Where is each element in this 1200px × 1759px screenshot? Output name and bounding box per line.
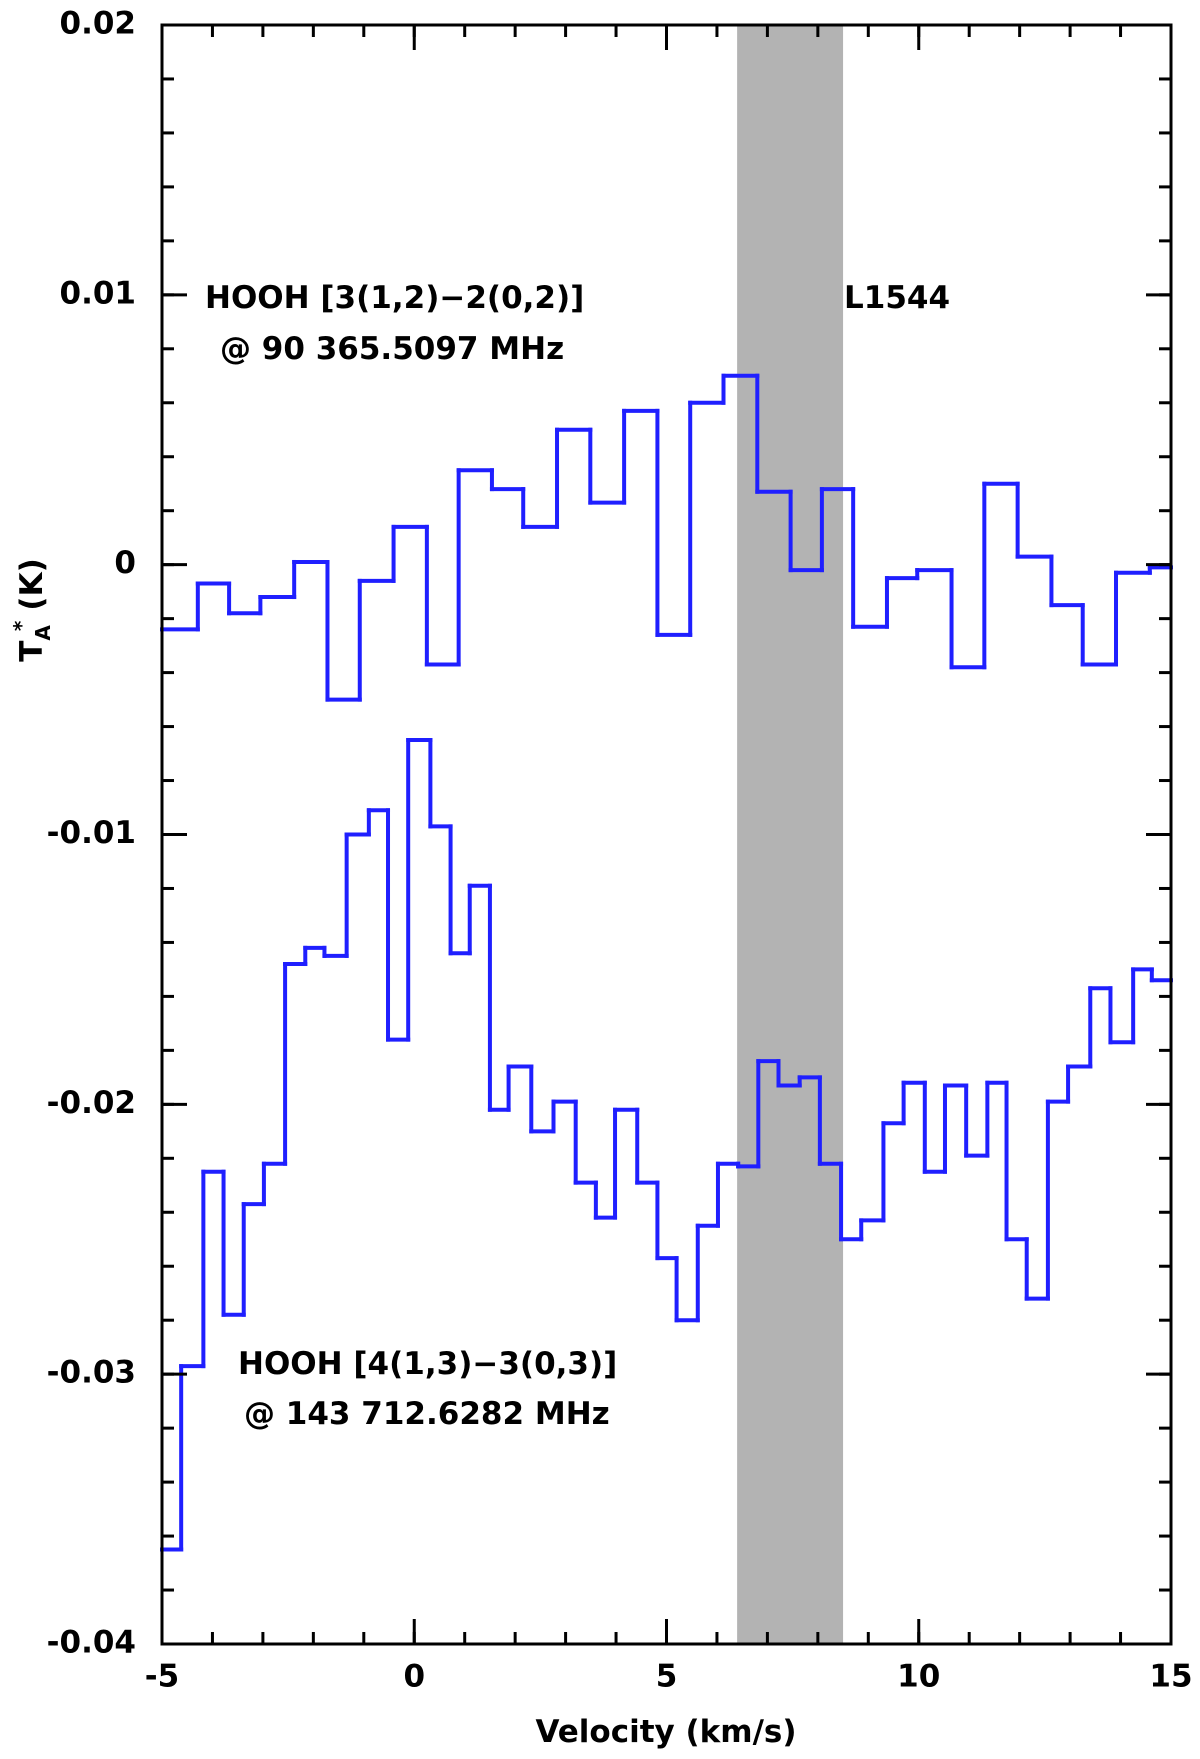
annotation: L1544 — [844, 280, 950, 316]
y-label-main: T — [14, 641, 50, 662]
y-tick-label: -0.02 — [47, 1085, 136, 1121]
y-tick-label: 0.02 — [60, 6, 137, 42]
x-tick-label: 15 — [1149, 1659, 1192, 1695]
y-label-sub: A — [31, 625, 55, 641]
x-tick-label: 0 — [403, 1659, 425, 1695]
y-label-unit: (K) — [14, 558, 50, 610]
annotation: @ 143 712.6282 MHz — [244, 1396, 610, 1432]
y-tick-label: -0.04 — [47, 1625, 136, 1661]
x-axis-label: Velocity (km/s) — [535, 1714, 796, 1750]
y-tick-label: 0 — [114, 545, 136, 581]
annotation: HOOH [4(1,3)−3(0,3)] — [238, 1346, 617, 1382]
y-tick-label: 0.01 — [60, 275, 137, 311]
y-label-sup: * — [9, 620, 33, 631]
data-layer — [160, 373, 1173, 1552]
x-tick-label: 10 — [897, 1659, 940, 1695]
annotation: @ 90 365.5097 MHz — [220, 331, 564, 367]
y-axis-label: TA* (K) — [9, 558, 55, 661]
x-tick-label: 5 — [656, 1659, 678, 1695]
y-tick-label: -0.03 — [47, 1355, 136, 1391]
annotation: HOOH [3(1,2)−2(0,2)] — [205, 280, 584, 316]
x-tick-label: -5 — [145, 1659, 179, 1695]
shaded-band — [737, 25, 844, 1644]
band-layer — [737, 25, 844, 1644]
axis-layer: -5 0 5 10 15 -0.04 -0.03 -0.02 -0.01 0 0.01 0.02 — [47, 6, 1193, 1695]
y-tick-label: -0.01 — [47, 815, 136, 851]
